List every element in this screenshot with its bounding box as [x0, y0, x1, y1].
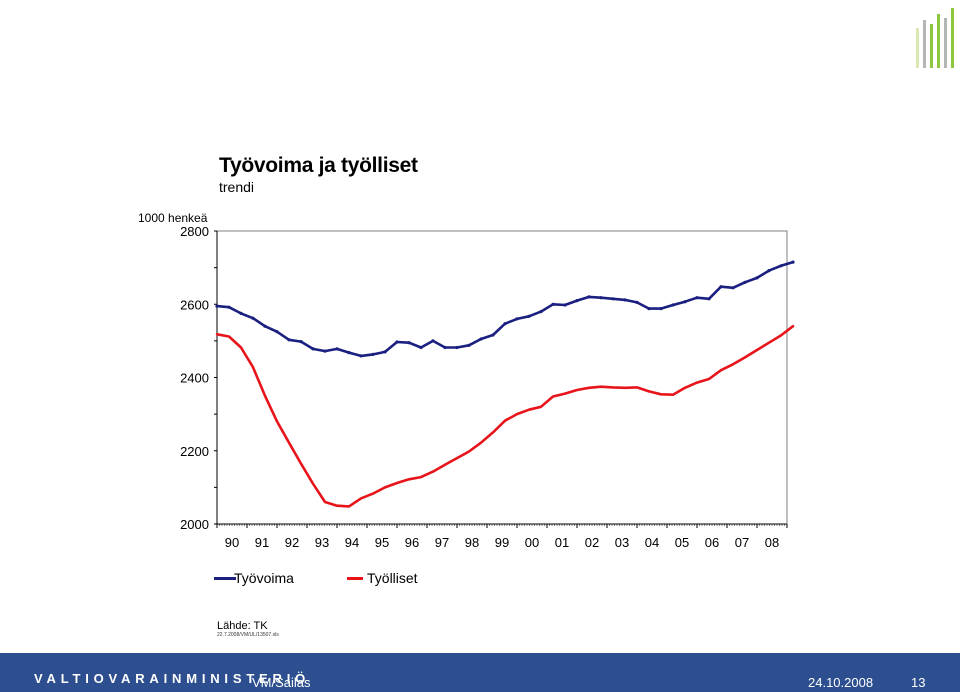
x-tick-label: 90	[225, 535, 239, 550]
data-point	[671, 303, 675, 307]
data-point	[275, 330, 279, 334]
x-tick-label: 02	[585, 535, 599, 550]
data-point	[695, 296, 699, 300]
data-point	[503, 322, 507, 326]
series-line-tyovoima	[215, 260, 795, 358]
data-point	[743, 280, 747, 284]
data-point	[443, 345, 447, 350]
data-point	[755, 276, 759, 280]
x-tick-label: 94	[345, 535, 359, 550]
data-point	[431, 339, 435, 343]
footer-date: 24.10.2008	[808, 675, 874, 690]
x-tick-label: 01	[555, 535, 569, 550]
data-point	[779, 264, 783, 268]
x-tick-label: 91	[255, 535, 269, 550]
y-tick-label: 2000	[180, 517, 209, 532]
data-point	[731, 286, 735, 290]
data-point	[455, 345, 459, 350]
data-point	[623, 298, 627, 302]
data-point	[683, 300, 687, 304]
data-point	[215, 304, 219, 308]
footer-author: VM/Sailas	[252, 675, 311, 690]
x-tick-label: 03	[615, 535, 629, 550]
x-tick-label: 98	[465, 535, 479, 550]
x-tick-label: 06	[705, 535, 719, 550]
data-point	[347, 351, 351, 355]
data-point	[599, 296, 603, 300]
x-tick-label: 96	[405, 535, 419, 550]
data-point	[359, 354, 363, 358]
data-point	[407, 341, 411, 345]
data-point	[527, 314, 531, 318]
data-point	[371, 352, 375, 356]
legend-swatch-tyovoima	[214, 577, 236, 580]
source-note: Lähde: TK	[217, 620, 268, 632]
plot-area-frame	[216, 230, 788, 525]
series-line-tyolliset	[215, 324, 795, 508]
data-point	[335, 347, 339, 351]
data-point	[587, 295, 591, 299]
data-point	[491, 333, 495, 337]
x-tick-label: 93	[315, 535, 329, 550]
data-point	[659, 307, 663, 311]
x-tick-label: 07	[735, 535, 749, 550]
y-tick-label: 2800	[180, 224, 209, 239]
x-tick-label: 05	[675, 535, 689, 550]
y-tick-label: 2600	[180, 297, 209, 312]
data-point	[419, 345, 423, 350]
data-point	[647, 307, 651, 311]
data-point	[791, 260, 795, 264]
data-point	[383, 350, 387, 354]
x-tick-label: 95	[375, 535, 389, 550]
data-point	[539, 310, 543, 314]
data-point	[515, 317, 519, 321]
chart-title: Työvoima ja työlliset	[219, 154, 418, 177]
data-point	[575, 299, 579, 303]
data-point	[635, 300, 639, 304]
data-point	[551, 302, 555, 306]
data-point	[479, 337, 483, 341]
legend-swatch-tyolliset	[347, 577, 363, 580]
data-point	[263, 324, 267, 328]
x-tick-label: 00	[525, 535, 539, 550]
bar-logo-icon	[916, 8, 954, 68]
data-point	[719, 285, 723, 289]
data-point	[467, 343, 471, 347]
x-tick-label: 08	[765, 535, 779, 550]
x-tick-label: 92	[285, 535, 299, 550]
data-point	[287, 338, 291, 342]
x-tick-label: 99	[495, 535, 509, 550]
footer-page-number: 13	[911, 675, 926, 690]
y-axis-unit-label: 1000 henkeä	[138, 211, 208, 225]
data-point	[767, 269, 771, 273]
data-point	[611, 297, 615, 301]
line-chart: 2000 2200 2400 2600 2800 90 91 92 93 94 95 96 97 98 99…	[180, 224, 795, 550]
data-point	[395, 340, 399, 344]
data-point	[299, 340, 303, 344]
data-point	[227, 305, 231, 309]
file-reference: 22.7.2008/VM/UL/13507.xls	[217, 632, 279, 638]
data-point	[311, 347, 315, 351]
chart-subtitle: trendi	[219, 179, 255, 195]
footer-bar: VALTIOVARAINMINISTERIÖ VM/Sailas 24.10.2…	[0, 653, 960, 692]
data-point	[707, 297, 711, 301]
y-tick-label: 2400	[180, 371, 209, 386]
x-tick-label: 97	[435, 535, 449, 550]
x-tick-label: 04	[645, 535, 659, 550]
data-point	[563, 303, 567, 307]
data-point	[251, 316, 255, 320]
y-tick-label: 2200	[180, 444, 209, 459]
legend-label-tyovoima: Työvoima	[234, 570, 294, 586]
data-point	[323, 349, 327, 353]
data-point	[239, 311, 243, 315]
footer-organization: VALTIOVARAINMINISTERIÖ	[34, 671, 311, 686]
legend-label-tyolliset: Työlliset	[367, 570, 418, 586]
